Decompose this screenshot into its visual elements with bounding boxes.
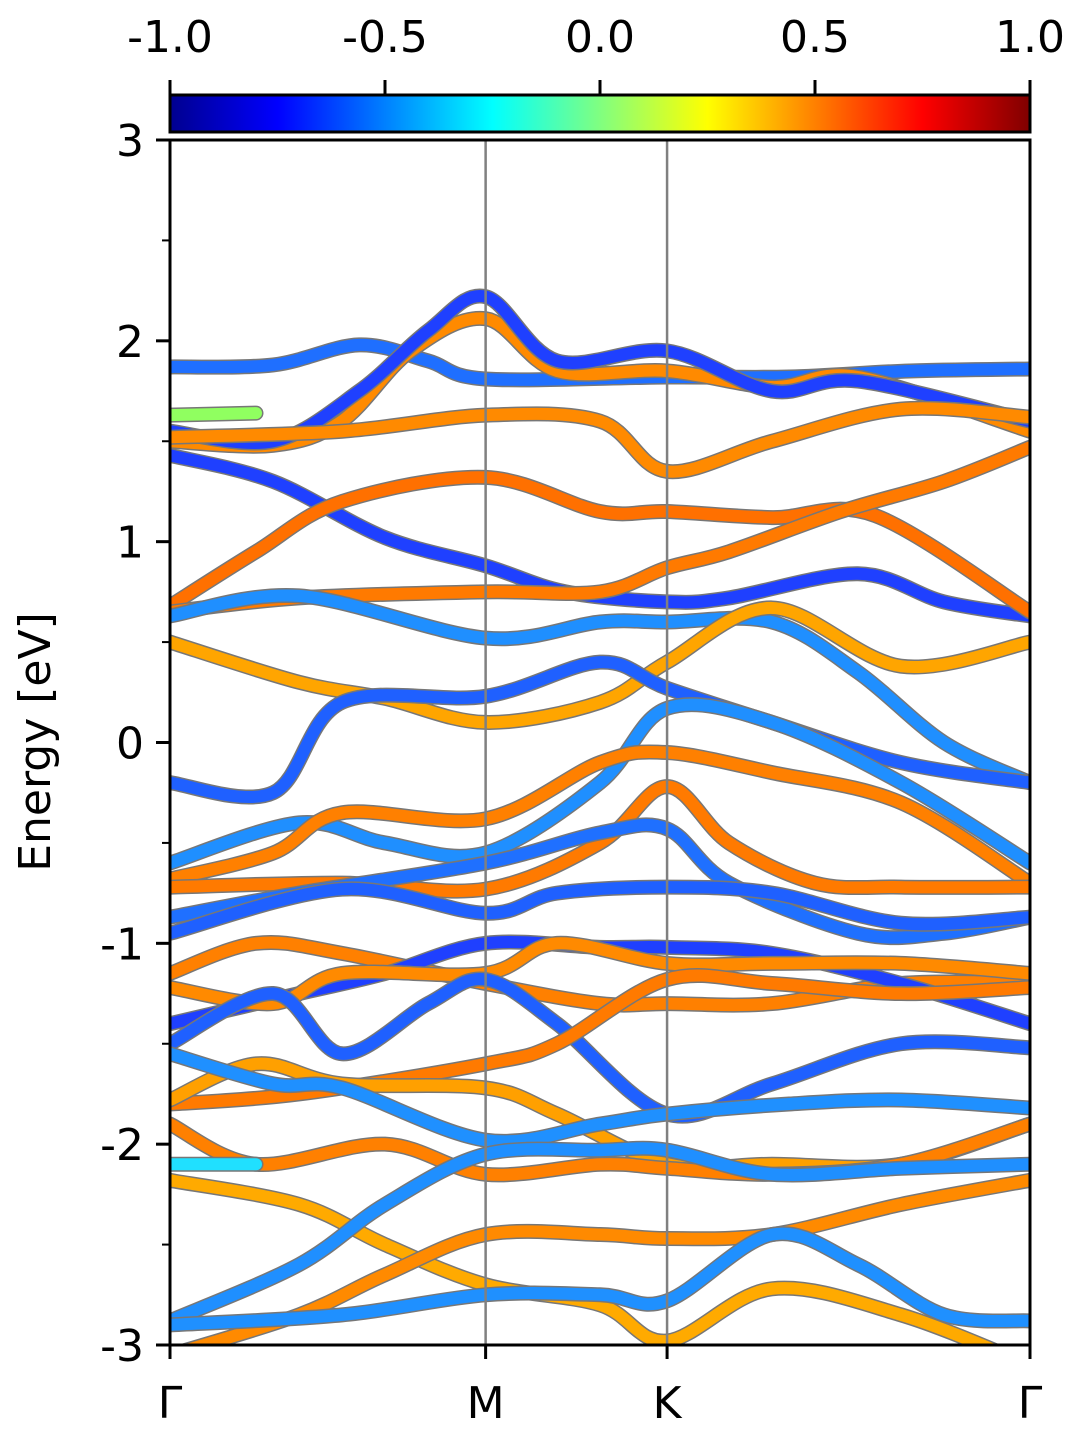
y-axis: -3 -2 -1 0 1 2 3 bbox=[100, 116, 170, 1372]
band-line-20 bbox=[170, 969, 1030, 1110]
band-line-4 bbox=[170, 407, 262, 422]
kpoint-lines bbox=[484, 140, 669, 1345]
band-lines bbox=[170, 288, 1030, 1345]
band-line-3 bbox=[170, 402, 1030, 478]
band-line-12 bbox=[170, 745, 1030, 890]
colorbar-tick-label: 0.5 bbox=[780, 12, 850, 63]
y-tick-label: 1 bbox=[116, 518, 144, 569]
colorbar-ticks: -1.0 -0.5 0.0 0.5 1.0 bbox=[127, 12, 1065, 95]
band-line-15 bbox=[170, 881, 1030, 940]
band-line-10 bbox=[170, 656, 1030, 803]
x-tick-label: K bbox=[653, 1378, 683, 1429]
y-tick-label: 2 bbox=[116, 317, 144, 368]
band-line-2 bbox=[170, 290, 1030, 449]
plot-area: -3 -2 -1 0 1 2 3 Γ M K Γ Energy [eV] bbox=[10, 116, 1043, 1429]
colorbar-tick-label: -0.5 bbox=[342, 12, 428, 63]
y-tick-label: -3 bbox=[100, 1321, 144, 1372]
x-tick-label: M bbox=[467, 1378, 505, 1429]
y-axis-title: Energy [eV] bbox=[10, 612, 61, 872]
y-tick-label: 0 bbox=[116, 719, 144, 770]
y-tick-label: 3 bbox=[116, 116, 144, 167]
colorbar-tick-label: 0.0 bbox=[565, 12, 635, 63]
x-tick-label: Γ bbox=[1018, 1378, 1043, 1429]
band-line-19 bbox=[170, 973, 1030, 1123]
colorbar-tick-label: 1.0 bbox=[995, 12, 1065, 63]
colorbar-gradient bbox=[168, 93, 1032, 134]
band-line-28 bbox=[170, 1227, 1030, 1331]
y-tick-label: -2 bbox=[100, 1120, 144, 1171]
colorbar: -1.0 -0.5 0.0 0.5 1.0 bbox=[127, 12, 1065, 134]
band-line-22 bbox=[170, 1047, 1030, 1148]
band-line-9 bbox=[170, 601, 1030, 729]
band-line-26 bbox=[170, 1142, 1030, 1327]
band-line-25 bbox=[170, 1174, 998, 1345]
colorbar-tick-label: -1.0 bbox=[127, 12, 213, 63]
band-line-27 bbox=[182, 1174, 1030, 1345]
x-tick-label: Γ bbox=[158, 1378, 183, 1429]
y-tick-label: -1 bbox=[100, 919, 144, 970]
band-line-0 bbox=[170, 338, 1030, 386]
band-line-18 bbox=[170, 937, 1030, 1010]
band-line-8 bbox=[170, 589, 1030, 789]
